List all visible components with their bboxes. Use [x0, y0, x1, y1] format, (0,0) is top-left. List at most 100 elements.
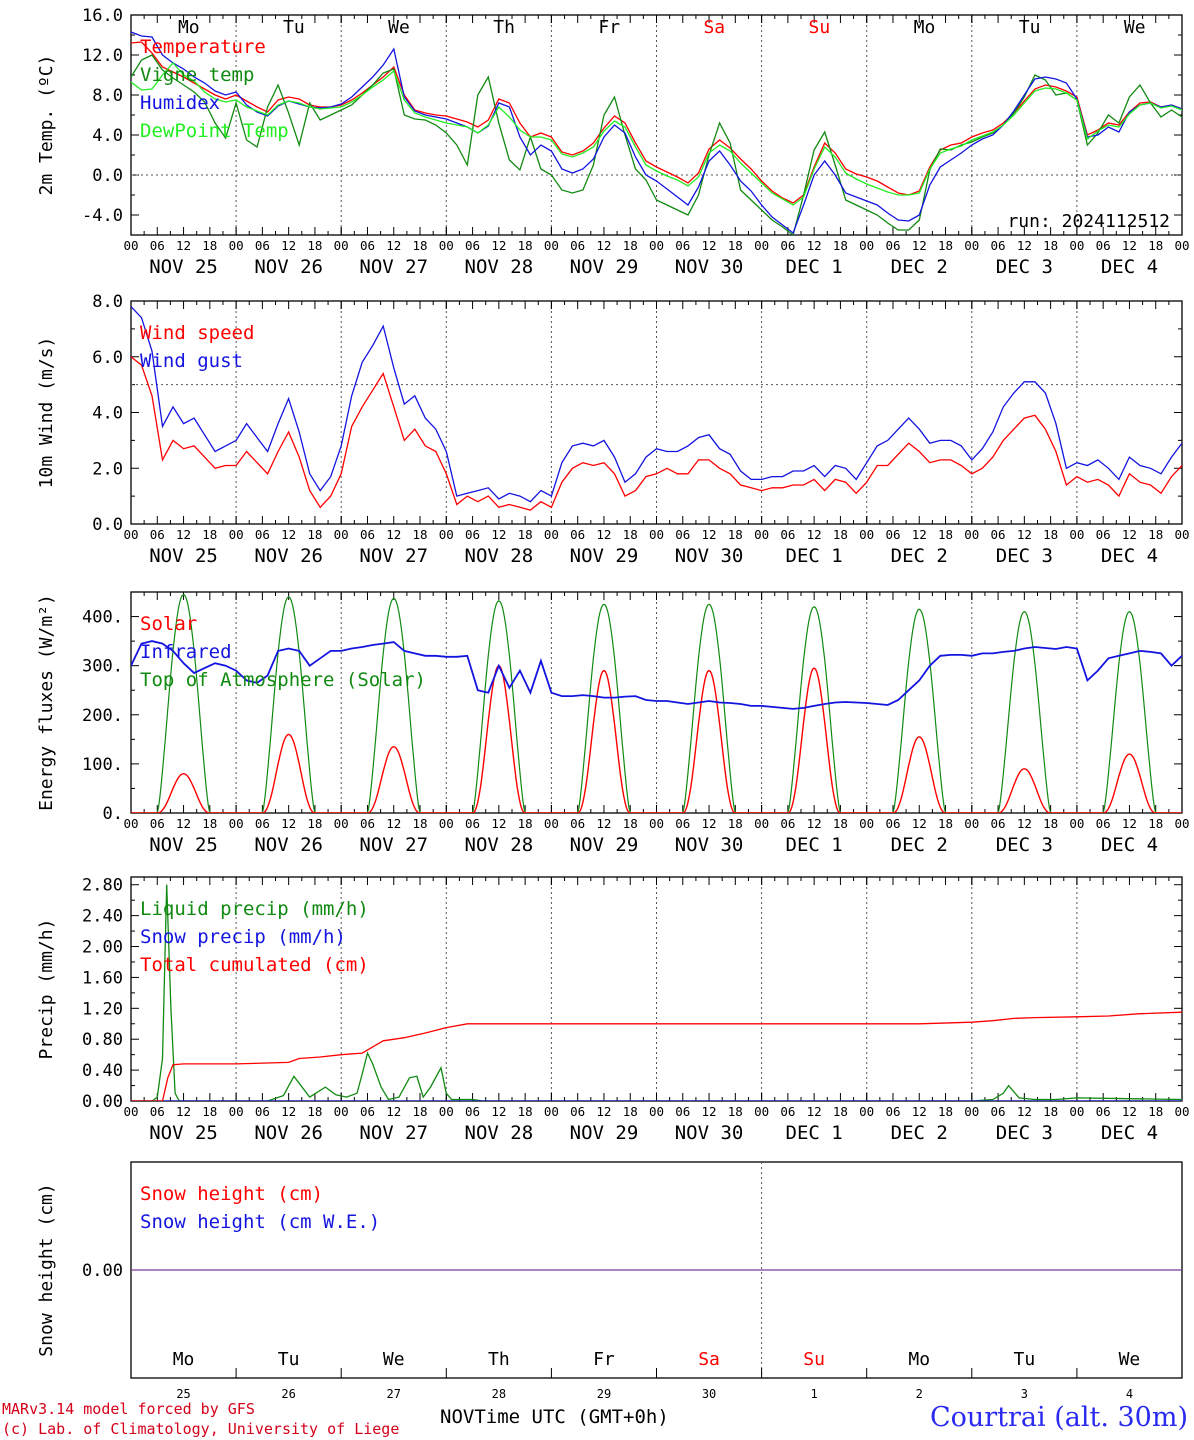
- hour-tick-label: 06: [1096, 527, 1111, 542]
- legend-entry: Humidex: [140, 92, 220, 114]
- panel-5: Mo Tu We Th Fr Sa Su Mo Tu We 25 26 27 28 29 30 1 2 3 4 0.00…: [36, 1161, 1183, 1401]
- legend-entry: Wind speed: [140, 322, 254, 344]
- date-label: DEC 2: [891, 256, 948, 278]
- weekday-label: Sa: [703, 17, 725, 38]
- hour-tick-label: 00: [754, 238, 769, 253]
- date-label: NOV 29: [570, 256, 639, 278]
- hour-tick-label: 18: [728, 816, 743, 831]
- weekday-label: Tu: [278, 1349, 300, 1370]
- hour-tick-label: 06: [150, 1104, 165, 1119]
- y-tick-label: 0.00: [82, 1092, 123, 1112]
- hour-tick-label: 18: [728, 238, 743, 253]
- y-axis-label: Snow height (cm): [36, 1183, 57, 1356]
- plot-area: [131, 31, 1182, 235]
- hour-tick-label: 18: [412, 816, 427, 831]
- hour-tick-label: 00: [1174, 527, 1189, 542]
- y-axis-label: Precip (mm/h): [36, 919, 57, 1060]
- weekday-label: Tu: [1019, 17, 1041, 38]
- y-tick-label: 1.20: [82, 999, 123, 1019]
- date-label: NOV 27: [359, 1122, 428, 1144]
- date-label: DEC 1: [786, 834, 843, 856]
- hour-tick-label: 00: [229, 816, 244, 831]
- hour-tick-label: 12: [176, 527, 191, 542]
- hour-tick-label: 00: [1174, 238, 1189, 253]
- hour-tick-label: 00: [649, 238, 664, 253]
- y-axis-label: 10m Wind (m/s): [36, 337, 57, 489]
- hour-tick-label: 18: [518, 527, 533, 542]
- y-tick-label: 0.40: [82, 1061, 123, 1081]
- weekday-label: Tu: [1014, 1349, 1036, 1370]
- hour-tick-label: 06: [780, 816, 795, 831]
- weekday-label: Su: [803, 1349, 825, 1370]
- day-number-label: 3: [1021, 1387, 1028, 1401]
- weekday-label: Mo: [914, 17, 936, 38]
- y-tick-label: 4.0: [92, 404, 123, 424]
- hour-tick-label: 00: [229, 527, 244, 542]
- weekday-label: Mo: [173, 1349, 195, 1370]
- date-label: NOV 27: [359, 545, 428, 567]
- hour-tick-label: 06: [1096, 816, 1111, 831]
- hour-tick-label: 12: [281, 816, 296, 831]
- y-tick-label: 4.0: [92, 126, 123, 146]
- date-label: DEC 3: [996, 256, 1053, 278]
- hour-tick-label: 00: [123, 816, 138, 831]
- panel-2: 00 06 12 18 00 06 12 18 00 06 12 18 00 06 12 18 00 06 12 18…: [36, 292, 1190, 567]
- date-label: NOV 26: [254, 256, 323, 278]
- day-number-label: 2: [916, 1387, 923, 1401]
- x-axis-nov: NOV: [440, 1406, 475, 1428]
- hour-tick-label: 12: [386, 1104, 401, 1119]
- hour-tick-label: 00: [1069, 1104, 1084, 1119]
- legend-entry: Temperature: [140, 36, 266, 58]
- hour-tick-label: 06: [991, 527, 1006, 542]
- hour-tick-label: 06: [780, 238, 795, 253]
- plot-area: [131, 593, 1182, 813]
- date-label: DEC 4: [1101, 834, 1158, 856]
- hour-tick-label: 12: [596, 238, 611, 253]
- hour-tick-label: 00: [649, 1104, 664, 1119]
- hour-tick-label: 06: [675, 1104, 690, 1119]
- hour-tick-label: 12: [1017, 1104, 1032, 1119]
- hour-tick-label: 00: [334, 527, 349, 542]
- hour-tick-label: 12: [702, 238, 717, 253]
- hour-tick-label: 18: [202, 527, 217, 542]
- hour-tick-label: 00: [1174, 1104, 1189, 1119]
- hour-tick-label: 06: [780, 527, 795, 542]
- hour-tick-label: 00: [544, 1104, 559, 1119]
- hour-tick-label: 00: [229, 238, 244, 253]
- hour-tick-label: 06: [991, 238, 1006, 253]
- legend-entry: Solar: [140, 613, 197, 635]
- hour-tick-label: 18: [623, 238, 638, 253]
- hour-tick-label: 18: [728, 527, 743, 542]
- hour-tick-label: 18: [1148, 527, 1163, 542]
- legend-entry: Vigne temp: [140, 64, 254, 86]
- plot-area: [131, 884, 1182, 1101]
- hour-tick-label: 18: [833, 816, 848, 831]
- hour-tick-label: 06: [255, 1104, 270, 1119]
- date-label: NOV 26: [254, 834, 323, 856]
- hour-tick-label: 12: [807, 238, 822, 253]
- weekday-label: Th: [488, 1349, 510, 1370]
- hour-tick-label: 18: [833, 527, 848, 542]
- hour-tick-label: 00: [859, 238, 874, 253]
- hour-tick-label: 06: [1096, 1104, 1111, 1119]
- hour-tick-label: 06: [885, 238, 900, 253]
- hour-tick-label: 00: [754, 527, 769, 542]
- hour-tick-label: 06: [465, 1104, 480, 1119]
- hour-tick-label: 00: [123, 527, 138, 542]
- date-label: DEC 3: [996, 834, 1053, 856]
- date-label: DEC 2: [891, 1122, 948, 1144]
- hour-tick-label: 12: [176, 238, 191, 253]
- date-label: DEC 3: [996, 545, 1053, 567]
- hour-tick-label: 12: [912, 527, 927, 542]
- y-tick-label: 2.0: [92, 459, 123, 479]
- hour-tick-label: 00: [334, 238, 349, 253]
- hour-tick-label: 00: [649, 816, 664, 831]
- hour-tick-label: 06: [885, 1104, 900, 1119]
- date-label: NOV 25: [149, 834, 218, 856]
- hour-tick-label: 06: [255, 816, 270, 831]
- hour-tick-label: 18: [307, 527, 322, 542]
- hour-tick-label: 12: [176, 1104, 191, 1119]
- hour-tick-label: 12: [807, 816, 822, 831]
- day-number-label: 25: [176, 1387, 190, 1401]
- series-dewpoint-temp: [131, 62, 1182, 206]
